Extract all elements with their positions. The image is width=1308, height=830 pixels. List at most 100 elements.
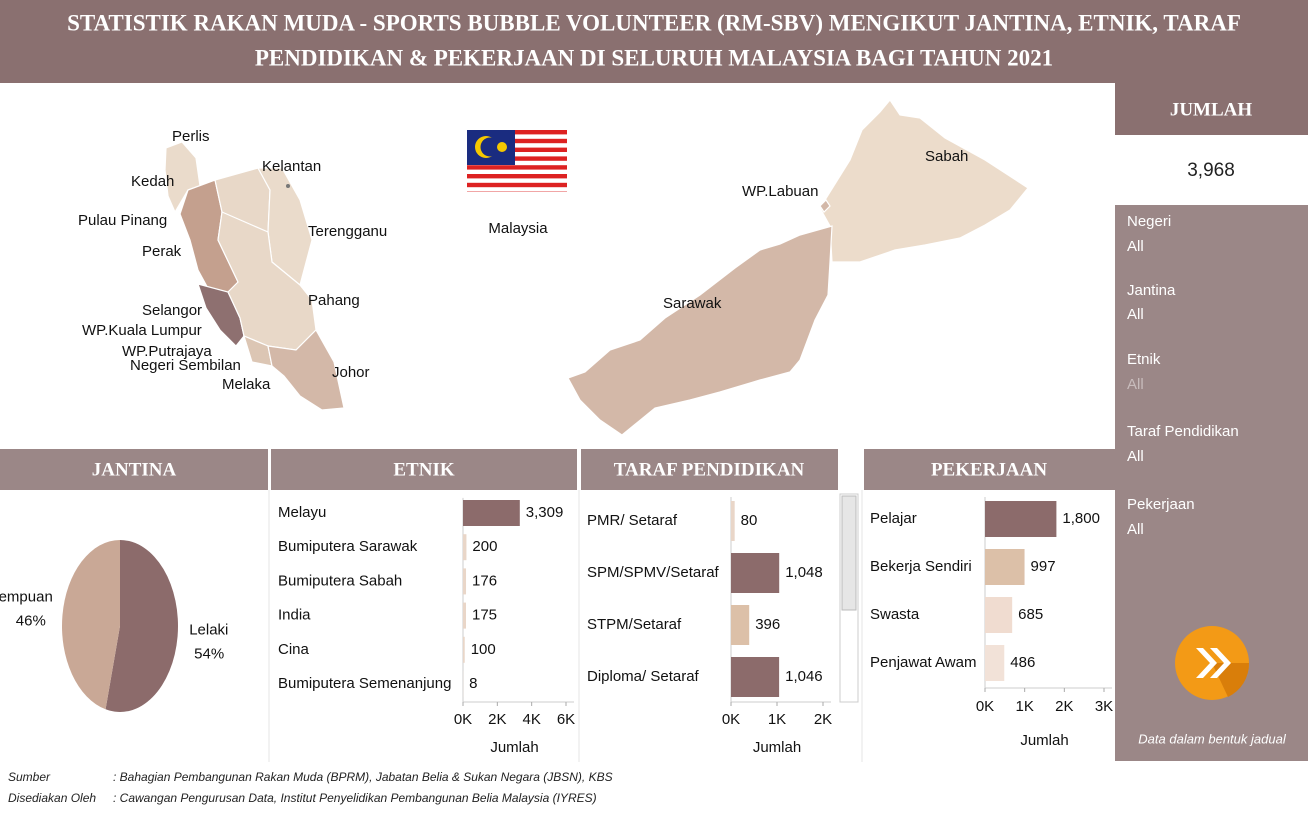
value-label: 1,046 [785,668,823,685]
value-label: 80 [741,512,758,529]
map-label: Pahang [308,292,360,309]
category-label: Cina [278,641,310,658]
pie-value-label: 54% [194,646,224,663]
value-label: 486 [1010,654,1035,671]
filter-value[interactable]: All [1127,238,1144,255]
filter-value[interactable]: All [1127,448,1144,465]
map-label: Johor [332,364,370,381]
map-label: Perlis [172,128,210,145]
map-label: WP.Kuala Lumpur [82,322,202,339]
category-label: PMR/ Setaraf [587,512,678,529]
panel-title: JANTINA [92,459,177,480]
filter-value[interactable]: All [1127,376,1144,393]
category-label: Swasta [870,606,920,623]
category-label: Bekerja Sendiri [870,558,972,575]
value-label: 100 [471,641,496,658]
panel-title: PEKERJAAN [931,459,1047,480]
x-tick-label: 2K [1055,698,1073,715]
map-label: Negeri Sembilan [130,357,241,374]
category-label: Melayu [278,504,326,521]
category-label: Pelajar [870,510,917,527]
value-label: 3,309 [526,504,564,521]
footer-label: Sumber [8,770,51,784]
x-tick-label: 4K [522,711,540,728]
x-tick-label: 0K [722,711,740,728]
x-tick-label: 0K [976,698,994,715]
category-label: Bumiputera Sabah [278,572,402,589]
x-tick-label: 1K [1015,698,1033,715]
filter-value[interactable]: All [1127,306,1144,323]
pie-label: Perempuan [0,588,53,605]
x-axis-title: Jumlah [753,739,801,756]
value-label: 8 [469,675,477,692]
bar [731,605,749,645]
x-tick-label: 2K [488,711,506,728]
footer-text: : Cawangan Pengurusan Data, Institut Pen… [113,791,597,805]
category-label: Bumiputera Sarawak [278,538,418,555]
x-axis-title: Jumlah [1020,732,1068,749]
pie-value-label: 46% [16,612,46,629]
category-label: India [278,607,311,624]
filter-name: Negeri [1127,213,1171,230]
map-label: Sarawak [663,295,722,312]
bar [731,553,779,593]
value-label: 175 [472,607,497,624]
category-label: Penjawat Awam [870,654,976,671]
x-tick-label: 3K [1095,698,1113,715]
flag-label: Malaysia [488,220,548,237]
bar [985,645,1004,681]
bar [463,603,466,629]
value-label: 176 [472,572,497,589]
filter-name: Jantina [1127,282,1176,299]
category-label: Bumiputera Semenanjung [278,675,451,692]
button-caption: Data dalam bentuk jadual [1138,731,1287,746]
map-label: Kelantan [262,158,321,175]
scrollbar[interactable] [840,494,858,702]
map-label: Sabah [925,148,968,165]
panel-title: ETNIK [393,459,454,480]
x-tick-label: 6K [557,711,575,728]
title-line-1: STATISTIK RAKAN MUDA - SPORTS BUBBLE VOL… [67,10,1241,35]
category-label: STPM/Setaraf [587,616,682,633]
bar [463,568,466,594]
x-axis-title: Jumlah [490,739,538,756]
map-label: Melaka [222,376,271,393]
total-value: 3,968 [1187,160,1235,181]
x-tick-label: 0K [454,711,472,728]
map-label: WP.Labuan [742,183,818,200]
value-label: 1,800 [1062,510,1100,527]
bar [463,534,466,560]
map-label: Perak [142,243,182,260]
x-tick-label: 1K [768,711,786,728]
category-label: Diploma/ Setaraf [587,668,700,685]
value-label: 685 [1018,606,1043,623]
filter-value[interactable]: All [1127,521,1144,538]
footer-text: : Bahagian Pembangunan Rakan Muda (BPRM)… [113,770,613,784]
bar [731,501,735,541]
bar [731,657,779,697]
table-view-button[interactable] [1175,626,1249,700]
category-label: SPM/SPMV/Setaraf [587,564,720,581]
x-tick-label: 2K [814,711,832,728]
pie-label: Lelaki [189,622,228,639]
filter-name: Pekerjaan [1127,496,1195,513]
panel-title: TARAF PENDIDIKAN [614,459,805,480]
footer-label: Disediakan Oleh [8,791,96,805]
value-label: 200 [472,538,497,555]
total-title: JUMLAH [1170,99,1253,120]
bar [463,637,465,663]
bar [985,549,1025,585]
bar [985,597,1012,633]
bar [985,501,1056,537]
value-label: 997 [1031,558,1056,575]
filter-name: Taraf Pendidikan [1127,423,1239,440]
bar [463,500,520,526]
filter-name: Etnik [1127,351,1161,368]
value-label: 1,048 [785,564,823,581]
title-line-2: PENDIDIKAN & PEKERJAAN DI SELURUH MALAYS… [255,45,1053,70]
map-label: Selangor [142,302,202,319]
map-label: Terengganu [308,223,387,240]
map-label: Pulau Pinang [78,212,167,229]
value-label: 396 [755,616,780,633]
